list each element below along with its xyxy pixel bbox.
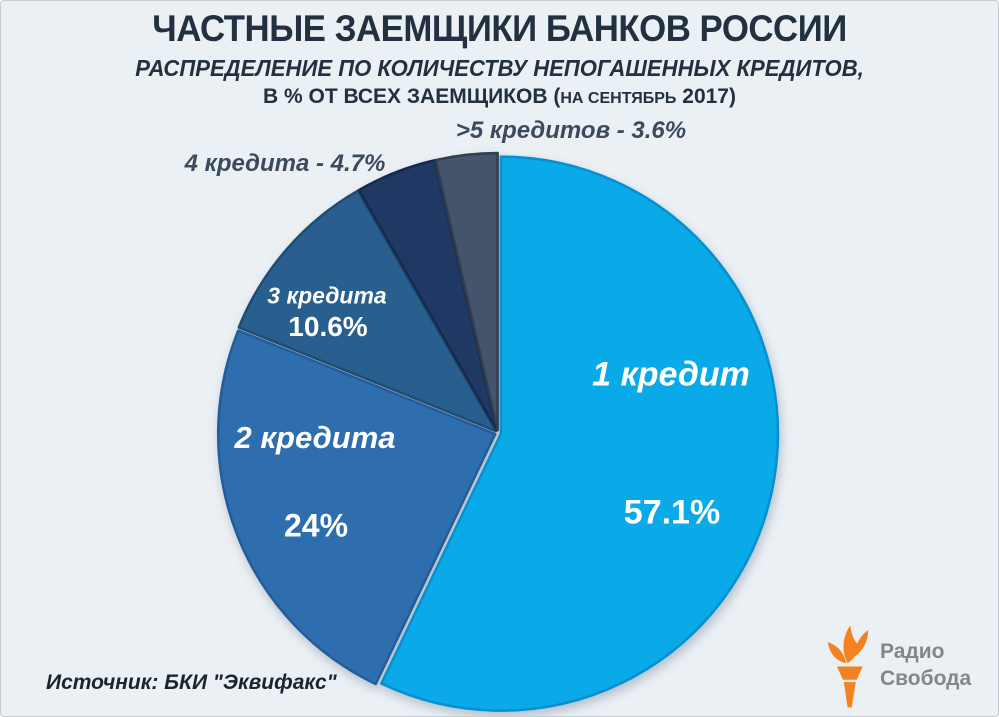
slice-label-1-credit-value: 57.1% [623, 493, 721, 532]
slice-label-2-credits-name: 2 кредита [234, 420, 396, 455]
slice-label-1-credit-name: 1 кредит [592, 355, 750, 394]
logo-wordmark: Радио Свобода [880, 639, 971, 693]
chart-header: ЧАСТНЫЕ ЗАЕМЩИКИ БАНКОВ РОССИИ РАСПРЕДЕЛ… [1, 8, 998, 109]
chart-subtitle-line1: РАСПРЕДЕЛЕНИЕ ПО КОЛИЧЕСТВУ НЕПОГАШЕННЫХ… [135, 54, 864, 81]
chart-subtitle-line2: В % ОТ ВСЕХ ЗАЕМЩИКОВ (НА СЕНТЯБРЬ 2017) [1, 85, 998, 109]
radio-svoboda-logo: Радио Свобода [825, 623, 971, 709]
subtitle-date-smallcaps: НА СЕНТЯБРЬ [560, 89, 677, 107]
source-note: Источник: БКИ "Эквифакс" [46, 671, 337, 694]
slice-label-3-credits-name: 3 кредита [267, 282, 387, 309]
pie-slice-5--5-кредитов [434, 151, 499, 432]
slice-label-3-credits-value: 10.6% [288, 311, 368, 342]
page-title: ЧАСТНЫЕ ЗАЕМЩИКИ БАНКОВ РОССИИ [152, 8, 847, 49]
logo-line2: Свобода [880, 667, 972, 690]
subtitle-year: 2017) [676, 84, 736, 108]
slice-label-2-credits-value: 24% [283, 507, 349, 544]
callout-label-4-credits: 4 кредита - 4.7% [184, 150, 386, 177]
logo-line1: Радио [880, 640, 945, 664]
subtitle-main: В % ОТ ВСЕХ ЗАЕМЩИКОВ ( [263, 84, 561, 108]
pie-slice-2-2-кредита [216, 329, 497, 686]
callout-label-gt5-credits: >5 кредитов - 3.6% [455, 117, 687, 144]
torch-flame-icon [827, 625, 869, 708]
pie-slice-1-1-кредит [380, 155, 780, 712]
pie-slice-3-3-кредита [237, 189, 497, 433]
